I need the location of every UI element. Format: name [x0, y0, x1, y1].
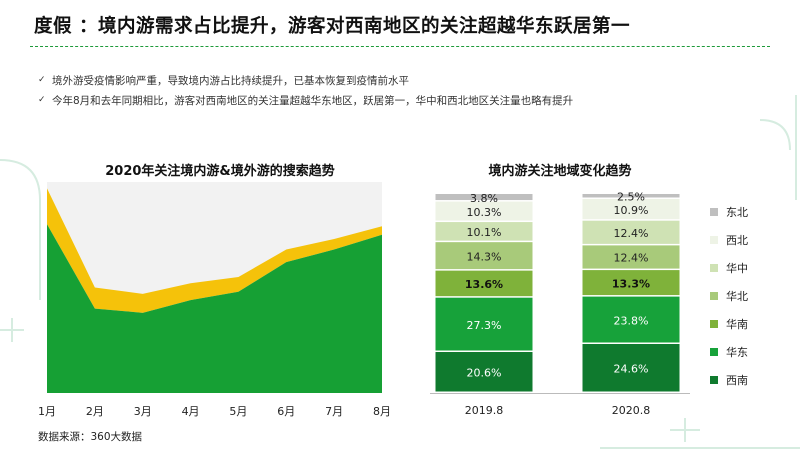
bullet-text: 今年8月和去年同期相比，游客对西南地区的关注量超越华东地区，跃居第一，华中和西北… — [52, 94, 574, 107]
legend-item: 华中 — [710, 254, 748, 282]
bullet-list: ✓ 境外游受疫情影响严重，导致境内游占比持续提升，已基本恢复到疫情前水平 ✓ 今… — [38, 70, 573, 110]
legend-label: 西北 — [726, 234, 748, 247]
legend-item: 华东 — [710, 338, 748, 366]
legend-item: 西北 — [710, 226, 748, 254]
x-tick-label: 3月 — [134, 405, 152, 418]
bar-value-label: 13.3% — [612, 277, 650, 290]
title-divider — [30, 46, 770, 47]
legend-swatch — [710, 320, 718, 328]
bar-segment-0 — [582, 343, 680, 392]
bar-segment-2 — [435, 270, 533, 297]
legend-label: 华东 — [726, 346, 748, 359]
bar-value-label: 14.3% — [467, 250, 502, 263]
bar-segment-2 — [582, 270, 680, 296]
bar-value-label: 12.4% — [614, 227, 649, 240]
x-category-label: 2020.8 — [612, 404, 651, 417]
x-tick-label: 7月 — [325, 405, 343, 418]
bar-segment-4 — [582, 220, 680, 244]
area-chart-title: 2020年关注境内游&境外游的搜索趋势 — [105, 164, 335, 179]
bar-segment-6 — [582, 194, 680, 198]
legend-label-domestic: 境内游 — [171, 200, 204, 213]
bar-value-label: 20.6% — [467, 367, 502, 380]
legend-label: 华中 — [726, 262, 748, 275]
legend-label: 东北 — [726, 206, 748, 219]
bar-segment-0 — [435, 352, 533, 392]
legend-swatch — [710, 292, 718, 300]
data-source-note: 数据来源：360大数据 — [38, 431, 143, 443]
bar-segment-1 — [435, 297, 533, 351]
x-tick-label: 6月 — [277, 405, 295, 418]
bar-value-label: 23.8% — [614, 314, 649, 327]
legend-label: 华南 — [726, 318, 748, 331]
x-tick-label: 8月 — [373, 405, 391, 418]
bar-segment-3 — [435, 242, 533, 270]
bullet-text: 境外游受疫情影响严重，导致境内游占比持续提升，已基本恢复到疫情前水平 — [52, 74, 409, 87]
bar-value-label: 10.3% — [467, 206, 502, 219]
legend-item: 东北 — [710, 198, 748, 226]
x-tick-label: 4月 — [182, 405, 200, 418]
bar-value-label: 2.5% — [617, 190, 645, 203]
bar-value-label: 24.6% — [614, 362, 649, 375]
bar-value-label: 12.4% — [614, 252, 649, 265]
bar-segment-1 — [582, 296, 680, 343]
x-category-label: 2019.8 — [465, 404, 504, 417]
legend-swatch — [710, 208, 718, 216]
legend-item: 华北 — [710, 282, 748, 310]
bar-chart-title: 境内游关注地域变化趋势 — [488, 164, 632, 179]
legend-swatch — [710, 236, 718, 244]
page-title: 度假 ：境内游需求占比提升，游客对西南地区的关注超越华东跃居第一 — [34, 16, 630, 37]
legend-swatch-domestic — [158, 202, 165, 210]
bar-segment-4 — [435, 222, 533, 241]
area-chart-legend: 境内游 境外游 — [158, 198, 264, 214]
legend-item: 华南 — [710, 310, 748, 338]
check-icon: ✓ — [38, 95, 46, 105]
legend-item-domestic: 境内游 — [158, 198, 204, 214]
bar-value-label: 10.9% — [614, 204, 649, 217]
x-tick-label: 2月 — [86, 405, 104, 418]
legend-label: 华北 — [726, 290, 748, 303]
bar-value-label: 13.6% — [465, 278, 503, 291]
bar-segment-5 — [435, 201, 533, 221]
x-tick-label: 5月 — [229, 405, 247, 418]
legend-item: 西南 — [710, 366, 748, 394]
bar-segment-5 — [582, 198, 680, 220]
bar-segment-6 — [435, 194, 533, 201]
legend-label-outbound: 境外游 — [231, 200, 264, 213]
area-series-domestic — [47, 224, 382, 393]
legend-item-outbound: 境外游 — [218, 198, 264, 214]
bullet-item: ✓ 今年8月和去年同期相比，游客对西南地区的关注量超越华东地区，跃居第一，华中和… — [38, 90, 573, 110]
bar-value-label: 27.3% — [467, 319, 502, 332]
check-icon: ✓ — [38, 75, 46, 85]
legend-swatch-outbound — [218, 202, 225, 210]
bar-chart-legend: 东北西北华中华北华南华东西南 — [710, 198, 748, 394]
legend-label: 西南 — [726, 374, 748, 387]
bar-segment-3 — [582, 245, 680, 269]
bar-value-label: 3.8% — [470, 192, 498, 205]
bar-value-label: 10.1% — [467, 226, 502, 239]
legend-swatch — [710, 348, 718, 356]
legend-swatch — [710, 376, 718, 384]
legend-swatch — [710, 264, 718, 272]
x-tick-label: 1月 — [38, 405, 56, 418]
bullet-item: ✓ 境外游受疫情影响严重，导致境内游占比持续提升，已基本恢复到疫情前水平 — [38, 70, 573, 90]
